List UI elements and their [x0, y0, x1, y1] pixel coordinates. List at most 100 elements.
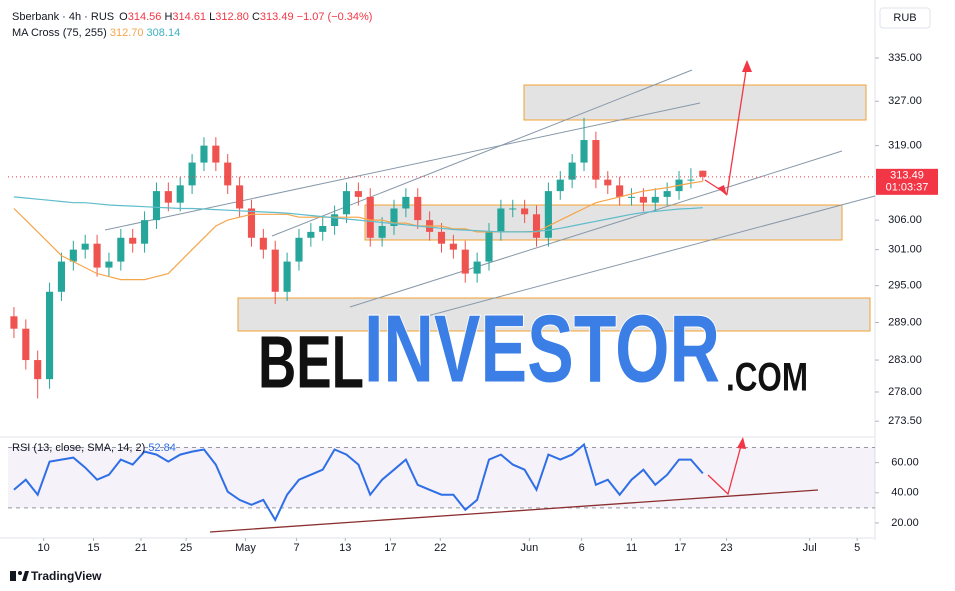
x-tick-label: 5 [854, 542, 860, 554]
candle-body [449, 243, 457, 250]
candle-body [342, 191, 351, 215]
y-tick-label: 40.00 [891, 487, 919, 499]
candle-body [402, 196, 410, 209]
candle-body [592, 140, 600, 180]
rsi-legend: RSI (13, close, SMA, 14, 2) 52.84 [12, 442, 176, 454]
y-tick-label: 327.00 [888, 95, 922, 107]
y-tick-label: 289.00 [888, 316, 922, 328]
ohlc-value: 314.61 [172, 11, 206, 23]
candle-body [485, 231, 493, 262]
candle-body [568, 162, 576, 180]
indicator-value: 308.14 [147, 27, 181, 39]
x-tick-label: 22 [434, 542, 446, 554]
x-tick-label: May [235, 542, 256, 554]
candle-body [556, 179, 564, 192]
candle-body [616, 185, 624, 197]
candle-body [532, 214, 541, 238]
logo-mark [22, 571, 29, 581]
currency[interactable]: RUB [893, 12, 916, 24]
candle-body [497, 208, 505, 232]
y-tick-label: 301.00 [888, 244, 922, 256]
candle-body [34, 360, 42, 380]
line-series [13, 196, 703, 233]
x-tick-label: 13 [339, 542, 351, 554]
indicator-name: MA Cross (75, 255) [12, 27, 107, 39]
rsi-title: RSI (13, close, SMA, 14, 2) [12, 442, 145, 454]
x-tick-label: Jun [521, 542, 539, 554]
ohlc-key: H [164, 11, 172, 23]
line-series [13, 180, 703, 281]
header: Sberbank · 4h · RUS O314.56 H314.61 L312… [12, 11, 372, 23]
last-price-label: 313.49 [890, 170, 924, 182]
arrow [704, 63, 748, 196]
logo-mark [18, 571, 22, 575]
candle-body [176, 185, 184, 203]
x-tick-label: 7 [294, 542, 300, 554]
y-tick-label: 278.00 [888, 386, 922, 398]
ohlc-value: 313.49 [260, 11, 294, 23]
y-tick-label: 60.00 [891, 457, 919, 469]
candle-body [437, 231, 446, 244]
arrows [209, 60, 819, 533]
candle-body [521, 208, 529, 215]
trendline [271, 69, 693, 237]
watermark-text: .COM [726, 356, 808, 400]
candle-body [57, 261, 66, 292]
candle-body [580, 140, 588, 163]
candle-body [188, 162, 196, 186]
candle-body [639, 196, 647, 203]
candle-body [236, 185, 244, 209]
arrow-head [737, 437, 746, 449]
candle-body [687, 179, 695, 181]
x-tick-label: 6 [579, 542, 585, 554]
candle-body [414, 196, 422, 221]
x-tick-label: Jul [803, 542, 817, 554]
arrow [707, 441, 743, 496]
y-tick-label: 306.00 [888, 214, 922, 226]
candle-body [390, 208, 398, 226]
candle-body [81, 243, 89, 250]
candle-body [22, 328, 30, 361]
x-tick-label: 11 [626, 542, 637, 554]
candle-body [259, 237, 267, 250]
y-tick-label: 20.00 [891, 517, 919, 529]
candle-body [461, 249, 469, 274]
logo-mark [10, 571, 16, 581]
candle-body [224, 162, 232, 186]
zone [364, 204, 843, 241]
countdown: 01:03:37 [886, 182, 929, 194]
indicator-value: 312.70 [110, 27, 144, 39]
candle-body [283, 261, 291, 292]
currency-box[interactable] [879, 7, 931, 29]
y-tick-label: 319.00 [888, 140, 922, 152]
candle-body [69, 249, 77, 262]
candle-body [663, 191, 671, 197]
candle-body [378, 225, 386, 238]
candle-body [212, 145, 220, 163]
candle-body [200, 145, 208, 163]
ohlc-key: C [252, 11, 260, 23]
candle-body [544, 191, 552, 238]
rsi-band [8, 447, 875, 508]
symbol: Sberbank · 4h · RUS [12, 11, 114, 23]
last-price-box [876, 168, 938, 195]
candle-body [295, 237, 303, 262]
candle-body [105, 261, 113, 268]
candle-body [627, 196, 636, 198]
x-tick-label: 17 [674, 542, 686, 554]
x-tick-label: 15 [87, 542, 99, 554]
candle-body [46, 291, 54, 380]
candle-body [164, 191, 172, 203]
ohlc-key: L [209, 11, 215, 23]
y-tick-label: 295.00 [888, 280, 922, 292]
candle-body [93, 243, 101, 268]
watermark: BEL INVESTOR .COM [257, 294, 808, 404]
x-tick-label: 17 [384, 542, 396, 554]
zone [523, 84, 867, 121]
trendline [209, 489, 819, 533]
x-tick-label: 23 [720, 542, 732, 554]
candle-body [247, 208, 256, 238]
candle-body [651, 196, 659, 203]
ohlc-value: 312.80 [215, 11, 249, 23]
